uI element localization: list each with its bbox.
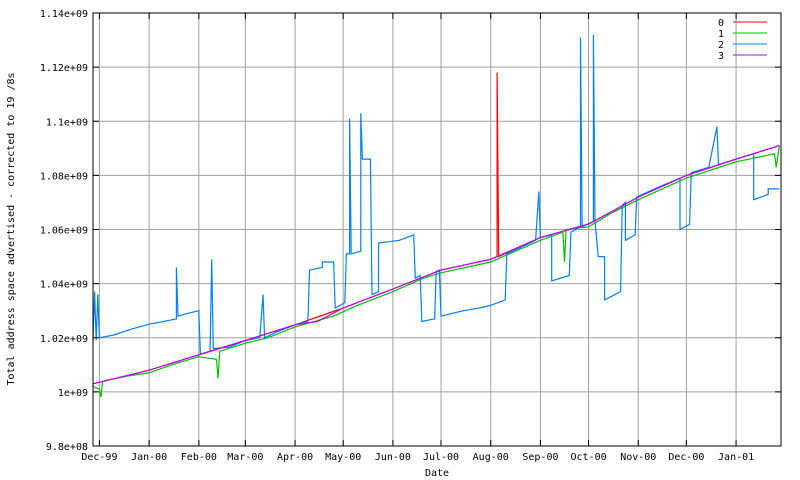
legend-label: 3	[718, 51, 724, 62]
axis-ticks: 9.8e+08 1e+09 1.02e+09 1.04e+09 1.06e+09 1.08…	[40, 9, 781, 463]
x-tick-label: Oct-00	[570, 452, 606, 463]
series-3-line	[92, 145, 780, 385]
y-tick-label: 9.8e+08	[46, 442, 88, 453]
series-1-line	[92, 145, 780, 398]
legend-label: 0	[718, 18, 724, 29]
x-axis-label: Date	[425, 468, 449, 479]
x-tick-label: Apr-00	[277, 452, 313, 463]
y-tick-label: 1.02e+09	[40, 334, 88, 345]
x-tick-label: Jul-00	[423, 452, 459, 463]
y-tick-label: 1.04e+09	[40, 280, 88, 291]
y-tick-label: 1.1e+09	[46, 117, 88, 128]
y-tick-label: 1.12e+09	[40, 63, 88, 74]
x-tick-label: Jan-01	[718, 452, 754, 463]
legend-label: 2	[718, 40, 724, 51]
series-0-line	[92, 72, 780, 385]
legend-label: 1	[718, 29, 724, 40]
y-tick-label: 1e+09	[58, 388, 88, 399]
x-tick-label: May-00	[325, 452, 361, 463]
x-tick-label: Jun-00	[375, 452, 411, 463]
y-tick-label: 1.06e+09	[40, 226, 88, 237]
series-lines	[92, 34, 780, 398]
y-tick-label: 1.14e+09	[40, 9, 88, 20]
x-tick-label: Dec-00	[668, 452, 704, 463]
x-tick-label: Aug-00	[473, 452, 509, 463]
y-tick-label: 1.08e+09	[40, 171, 88, 182]
x-tick-label: Sep-00	[522, 452, 558, 463]
y-axis-label: Total address space advertised - correct…	[6, 72, 17, 385]
x-tick-label: Feb-00	[181, 452, 217, 463]
x-tick-label: Dec-99	[81, 452, 117, 463]
series-2-line	[92, 34, 780, 355]
x-tick-label: Nov-00	[620, 452, 656, 463]
grid	[93, 12, 781, 447]
x-tick-label: Mar-00	[227, 452, 263, 463]
x-tick-label: Jan-00	[131, 452, 167, 463]
